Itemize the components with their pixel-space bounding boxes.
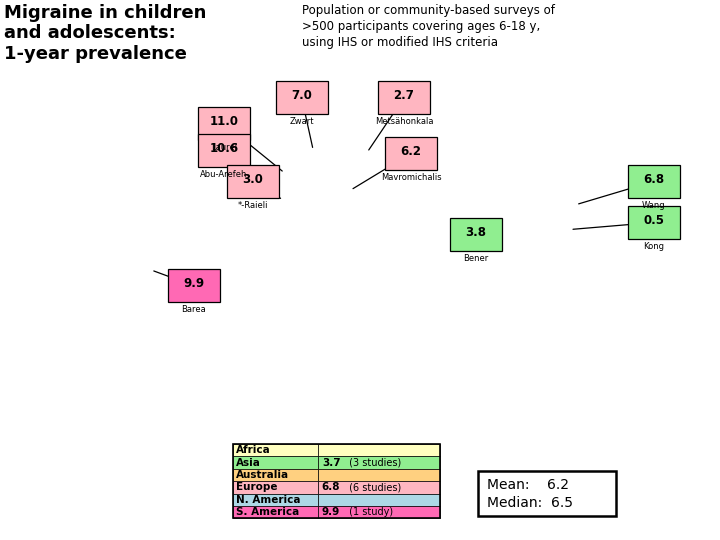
FancyBboxPatch shape bbox=[198, 134, 250, 167]
FancyBboxPatch shape bbox=[227, 165, 279, 198]
Text: 6.8: 6.8 bbox=[643, 173, 665, 186]
Text: (1 study): (1 study) bbox=[346, 507, 392, 517]
Text: Metsähonkala: Metsähonkala bbox=[374, 117, 433, 126]
FancyBboxPatch shape bbox=[628, 206, 680, 239]
Text: Median:  6.5: Median: 6.5 bbox=[487, 496, 572, 510]
FancyBboxPatch shape bbox=[385, 137, 437, 170]
Text: 6.2: 6.2 bbox=[400, 145, 422, 158]
Text: S. America: S. America bbox=[236, 507, 300, 517]
Text: Wang: Wang bbox=[642, 201, 665, 210]
Text: Mean:    6.2: Mean: 6.2 bbox=[487, 478, 569, 492]
Bar bbox=[233, 456, 318, 469]
Text: 10.6: 10.6 bbox=[210, 142, 238, 155]
Text: (6 studies): (6 studies) bbox=[346, 482, 401, 492]
Text: 0.5: 0.5 bbox=[643, 214, 665, 227]
Bar bbox=[233, 494, 318, 506]
Text: (3 studies): (3 studies) bbox=[346, 457, 401, 468]
Text: Asia: Asia bbox=[236, 457, 261, 468]
FancyBboxPatch shape bbox=[198, 107, 250, 140]
Text: Mavromichalis: Mavromichalis bbox=[381, 173, 441, 182]
Text: Laurel: Laurel bbox=[211, 143, 237, 152]
Bar bbox=[478, 471, 616, 516]
Text: 11.0: 11.0 bbox=[210, 115, 238, 128]
Text: 3.8: 3.8 bbox=[465, 226, 487, 239]
Bar bbox=[233, 481, 318, 494]
Bar bbox=[318, 494, 440, 506]
Bar bbox=[233, 444, 318, 456]
FancyBboxPatch shape bbox=[450, 218, 502, 251]
FancyBboxPatch shape bbox=[628, 165, 680, 198]
Text: Bener: Bener bbox=[463, 254, 489, 263]
Text: Australia: Australia bbox=[236, 470, 289, 480]
Text: 9.9: 9.9 bbox=[322, 507, 340, 517]
Text: 3.7: 3.7 bbox=[322, 457, 341, 468]
Bar bbox=[318, 506, 440, 518]
Bar bbox=[318, 481, 440, 494]
Text: 2.7: 2.7 bbox=[394, 89, 414, 102]
Bar bbox=[318, 469, 440, 481]
Text: Migraine in children
and adolescents:
1-year prevalence: Migraine in children and adolescents: 1-… bbox=[4, 3, 206, 63]
Bar bbox=[233, 469, 318, 481]
Text: 6.8: 6.8 bbox=[322, 482, 341, 492]
Text: Europe: Europe bbox=[236, 482, 278, 492]
Text: Barea: Barea bbox=[181, 305, 206, 314]
FancyBboxPatch shape bbox=[378, 81, 430, 114]
Text: Abu-Arefeh: Abu-Arefeh bbox=[200, 170, 248, 179]
Bar bbox=[233, 506, 318, 518]
Text: Population or community-based surveys of
>500 participants covering ages 6-18 y,: Population or community-based surveys of… bbox=[302, 3, 555, 49]
Text: *-Raieli: *-Raieli bbox=[238, 201, 268, 210]
Text: N. America: N. America bbox=[236, 495, 301, 505]
Text: 9.9: 9.9 bbox=[183, 277, 204, 290]
FancyBboxPatch shape bbox=[276, 81, 328, 114]
Bar bbox=[318, 444, 440, 456]
Text: Kong: Kong bbox=[643, 242, 665, 251]
Bar bbox=[233, 444, 440, 518]
Text: 3.0: 3.0 bbox=[243, 173, 263, 186]
FancyBboxPatch shape bbox=[168, 269, 220, 302]
Bar bbox=[318, 456, 440, 469]
Text: Africa: Africa bbox=[236, 445, 271, 455]
Text: 7.0: 7.0 bbox=[292, 89, 312, 102]
Text: Zwart: Zwart bbox=[289, 117, 314, 126]
